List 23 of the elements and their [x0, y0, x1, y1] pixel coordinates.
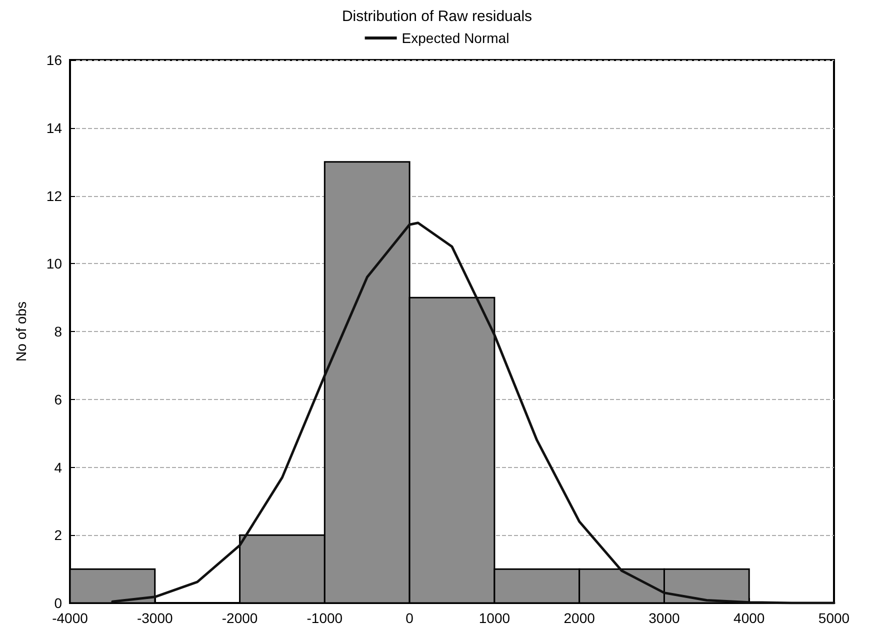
y-tick-label: 4 — [54, 459, 62, 476]
x-tick-label: -3000 — [136, 610, 174, 626]
x-tick-label: 3000 — [648, 610, 680, 626]
y-tick-label: 16 — [46, 52, 62, 68]
x-tick-label: -4000 — [52, 610, 88, 626]
x-tick-label: 1000 — [478, 610, 510, 626]
line-series — [111, 222, 836, 604]
y-tick-label: 14 — [46, 120, 62, 136]
y-tick-label: 8 — [54, 324, 62, 340]
y-tick-label: 6 — [54, 391, 62, 408]
x-tick-label: -2000 — [222, 610, 258, 626]
x-tick-label: 5000 — [818, 610, 850, 626]
x-tick-label: -1000 — [306, 610, 343, 626]
y-tick-label: 0 — [54, 595, 62, 611]
y-tick-label: 12 — [46, 188, 62, 204]
y-tick-label: 10 — [46, 256, 62, 272]
legend-label: Expected Normal — [402, 30, 510, 46]
chart-title: Distribution of Raw residuals — [342, 8, 532, 25]
x-tick-label: 0 — [406, 610, 414, 626]
x-tick-label: 2000 — [564, 610, 596, 626]
y-axis-title: No of obs — [13, 302, 29, 362]
x-tick-label: 4000 — [734, 610, 765, 626]
y-tick-label: 2 — [54, 527, 62, 544]
